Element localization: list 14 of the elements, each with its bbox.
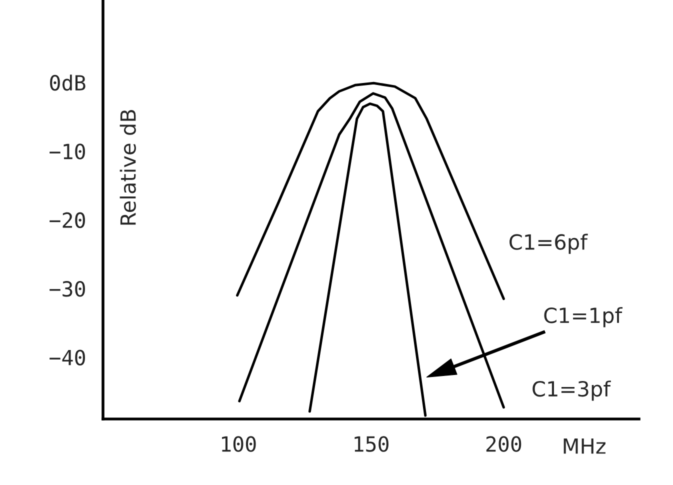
annotation: C1=3pf — [532, 380, 611, 401]
y-tick-label: −30 — [50, 281, 85, 297]
y-axis-title: Relative dB — [120, 110, 136, 225]
line-series — [236, 82, 505, 300]
x-tick-label: 100 — [222, 436, 256, 452]
y-tick-label: −40 — [50, 350, 85, 366]
x-tick-label: 200 — [486, 436, 522, 452]
x-axis-title: MHz — [564, 438, 606, 454]
y-tick-label: −10 — [50, 144, 85, 160]
annotation: C1=6pf — [510, 234, 588, 254]
x-tick-label: 150 — [354, 436, 388, 452]
annotation: C1=1pf — [544, 307, 623, 328]
y-tick-label: 0dB — [50, 74, 86, 91]
y-tick-label: −20 — [50, 212, 85, 228]
